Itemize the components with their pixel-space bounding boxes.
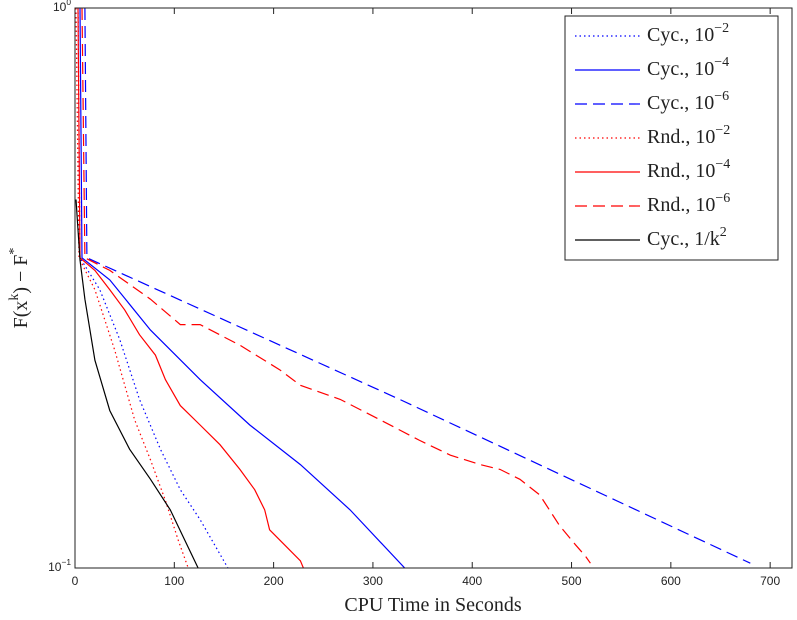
legend-box	[564, 15, 779, 261]
legend-label: Rnd., 10−6	[647, 191, 730, 216]
legend-label: Cyc., 10−4	[647, 55, 729, 80]
x-tick-label: 100	[164, 574, 184, 588]
x-axis-label: CPU Time in Seconds	[344, 594, 521, 616]
series-line	[77, 8, 304, 568]
y-tick-label: 10−1	[48, 557, 71, 574]
plot-frame	[74, 7, 793, 569]
series-line	[75, 199, 199, 568]
series-line	[79, 8, 406, 568]
series-line	[77, 8, 229, 568]
y-tick-label: 100	[53, 0, 71, 14]
x-tick-label: 300	[363, 574, 383, 588]
legend-label: Cyc., 10−6	[647, 89, 729, 114]
x-tick-label: 700	[760, 574, 780, 588]
y-axis-label: F(xk) − F*	[7, 248, 32, 329]
legend-label: Rnd., 10−4	[647, 157, 730, 182]
series-line	[84, 8, 751, 564]
legend-label: Cyc., 10−2	[647, 21, 729, 46]
legend-label: Cyc., 1/k2	[647, 225, 727, 250]
series-line	[75, 8, 189, 568]
legend-label: Rnd., 10−2	[647, 123, 730, 148]
x-tick-label: 600	[661, 574, 681, 588]
x-tick-label: 200	[264, 574, 284, 588]
series-line	[81, 8, 591, 564]
x-tick-label: 500	[562, 574, 582, 588]
x-tick-label: 400	[462, 574, 482, 588]
x-tick-label: 0	[72, 574, 79, 588]
